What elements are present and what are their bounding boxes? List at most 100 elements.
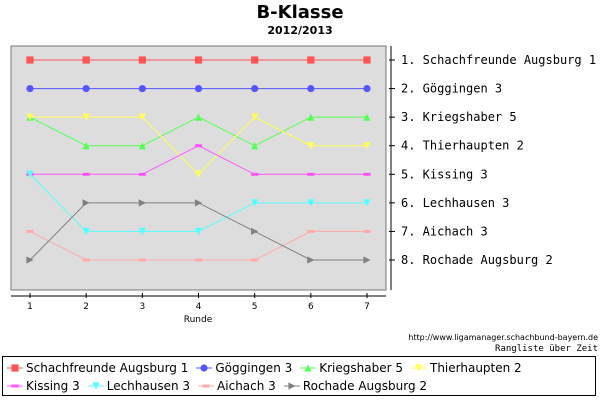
data-point: [363, 142, 371, 150]
legend-item: Aichach 3: [198, 379, 276, 393]
data-point: [251, 199, 259, 207]
data-point: [202, 384, 210, 388]
data-point: [200, 364, 208, 372]
data-point: [307, 113, 315, 121]
data-point: [82, 172, 90, 176]
legend-swatch: [7, 384, 23, 388]
data-point: [307, 84, 315, 93]
data-point: [138, 84, 146, 93]
series-aichach-3: [26, 229, 371, 262]
legend-label: Göggingen 3: [215, 361, 293, 375]
data-point: [307, 56, 315, 64]
chart-title: B-Klasse: [256, 2, 344, 23]
data-point: [138, 142, 146, 150]
series-schachfreunde-augsburg-1: [26, 56, 371, 64]
legend-label: Kissing 3: [26, 379, 80, 393]
data-point: [82, 84, 90, 93]
series-lechhausen-3: [26, 170, 371, 236]
legend-label: Kriegshaber 5: [319, 361, 403, 375]
data-point: [138, 258, 146, 262]
rank-line-chart: 1 2 3 4 5 6 7 1. Schachfreunde Augsburg 1 2. Gö…: [10, 45, 596, 325]
series-rochade-augsburg-2: [26, 199, 371, 264]
legend-swatch: [300, 364, 317, 372]
x-tick-label: 6: [308, 302, 314, 312]
legend-item: Lechhausen 3: [87, 379, 191, 393]
data-point: [11, 384, 19, 388]
legend-item: Kriegshaber 5: [300, 361, 403, 375]
data-point: [82, 142, 90, 150]
data-point: [138, 172, 146, 176]
legend-item: Thierhaupten 2: [410, 361, 522, 375]
data-point: [194, 227, 203, 236]
rank-label: 5. Kissing 3: [401, 167, 488, 181]
data-point: [26, 170, 34, 178]
data-point: [363, 56, 371, 64]
data-point: [307, 142, 315, 150]
data-point: [251, 56, 259, 64]
series-kriegshaber-5: [26, 113, 371, 150]
plot-area: [10, 45, 387, 291]
x-tick-label: 4: [196, 302, 202, 312]
data-point: [288, 382, 296, 390]
legend-swatch: [283, 382, 300, 390]
data-point: [26, 84, 34, 93]
data-point: [138, 227, 146, 236]
data-point: [194, 144, 203, 148]
x-tick-label: 7: [364, 302, 370, 312]
legend-swatch: [198, 384, 215, 388]
legend-item: Rochade Augsburg 2: [283, 379, 428, 393]
data-point: [194, 170, 203, 178]
data-point: [82, 56, 90, 64]
data-point: [304, 364, 312, 372]
x-axis-label: Runde: [184, 315, 213, 325]
data-point: [194, 56, 203, 64]
series-thierhaupten-2: [26, 113, 371, 178]
data-point: [82, 113, 90, 121]
data-point: [307, 199, 315, 207]
rank-axis: 1. Schachfreunde Augsburg 1 2. Göggingen …: [389, 46, 596, 290]
data-point: [363, 229, 371, 233]
legend-swatch: [410, 364, 427, 372]
data-point: [363, 84, 371, 93]
data-point: [194, 84, 203, 93]
rank-label: 7. Aichach 3: [401, 224, 488, 238]
data-point: [363, 256, 371, 264]
data-point: [82, 199, 90, 207]
x-tick-label: 5: [252, 302, 258, 312]
x-axis: 1 2 3 4 5 6 7: [11, 293, 386, 312]
legend-swatch: [7, 364, 23, 372]
data-point: [251, 84, 259, 93]
legend-item: Schachfreunde Augsburg 1: [7, 361, 188, 375]
data-point: [194, 199, 203, 207]
series-g-ggingen-3: [26, 84, 371, 93]
data-point: [194, 258, 203, 262]
data-point: [26, 229, 34, 233]
data-point: [251, 113, 259, 121]
legend-label: Thierhaupten 2: [429, 361, 522, 375]
source-url: http://www.ligamanager.schachbund-bayern…: [408, 333, 598, 342]
chart-subtitle: 2012/2013: [267, 24, 333, 37]
legend-swatch: [87, 382, 104, 390]
data-point: [138, 56, 146, 64]
legend-label: Aichach 3: [217, 379, 276, 393]
series-layer: [26, 56, 371, 264]
rank-label: 6. Lechhausen 3: [401, 196, 509, 210]
legend: Schachfreunde Augsburg 1 Göggingen 3 Krieg…: [2, 356, 596, 396]
data-point: [251, 172, 259, 176]
data-point: [92, 382, 100, 390]
data-point: [26, 256, 34, 264]
data-point: [363, 172, 371, 176]
legend-label: Lechhausen 3: [106, 379, 191, 393]
data-point: [194, 113, 203, 121]
data-point: [82, 227, 90, 236]
data-point: [307, 172, 315, 176]
legend-label: Rochade Augsburg 2: [302, 379, 428, 393]
data-point: [307, 256, 315, 264]
data-point: [251, 227, 259, 236]
source-note: Rangliste über Zeit: [495, 344, 598, 354]
data-point: [138, 113, 146, 121]
data-point: [26, 56, 34, 64]
data-point: [363, 199, 371, 207]
data-point: [415, 364, 423, 372]
x-tick-label: 2: [83, 302, 89, 312]
